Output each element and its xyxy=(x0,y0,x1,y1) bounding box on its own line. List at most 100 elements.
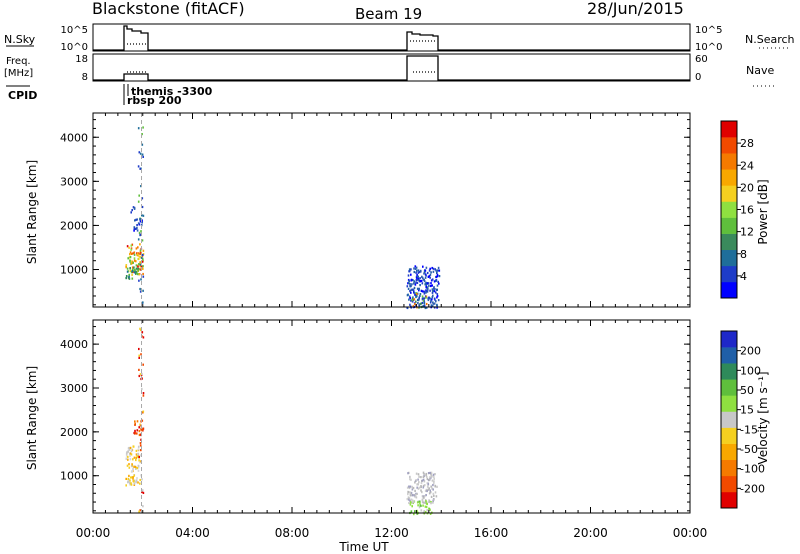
range-cell xyxy=(131,268,134,271)
range-cell xyxy=(422,496,425,499)
range-cell xyxy=(433,475,435,478)
range-cell xyxy=(428,492,431,495)
range-cell xyxy=(140,265,143,268)
range-cell xyxy=(128,275,130,278)
power-plot-area xyxy=(93,113,690,307)
range-cell xyxy=(434,298,436,301)
range-cell xyxy=(142,267,144,270)
range-cell xyxy=(130,465,133,468)
range-cell xyxy=(420,509,423,512)
range-cell xyxy=(133,479,135,482)
range-cell xyxy=(411,299,414,302)
range-cell xyxy=(436,293,439,296)
range-cell xyxy=(421,498,424,501)
range-cell xyxy=(139,220,142,223)
colorbar-swatch xyxy=(721,475,737,493)
range-cell xyxy=(128,273,130,276)
range-cell xyxy=(430,284,432,288)
power-yaxis: 1000 2000 3000 4000 xyxy=(60,113,691,307)
range-cell xyxy=(412,305,415,308)
xaxis-label: Time UT xyxy=(338,540,389,554)
range-cell xyxy=(430,485,432,488)
range-cell xyxy=(435,275,438,279)
cpid-label: CPID xyxy=(8,89,37,102)
range-cell xyxy=(406,306,408,309)
range-cell xyxy=(138,426,140,429)
colorbar-swatch xyxy=(721,185,737,202)
range-cell xyxy=(416,269,418,272)
nave-tick-top: 60 xyxy=(695,54,708,65)
xtick-label: 20:00 xyxy=(573,526,608,540)
range-cell xyxy=(412,486,415,490)
range-cell xyxy=(134,431,137,434)
range-cell xyxy=(140,438,142,441)
range-cell xyxy=(407,282,409,285)
range-cell xyxy=(423,495,426,498)
range-cell xyxy=(417,487,420,490)
range-cell xyxy=(142,394,145,397)
range-cell xyxy=(131,243,134,246)
range-cell xyxy=(431,278,434,281)
range-cell xyxy=(434,484,436,487)
range-cell xyxy=(408,295,411,298)
range-cell xyxy=(414,489,416,492)
range-cell xyxy=(414,265,417,268)
range-cell xyxy=(430,282,432,285)
range-cell xyxy=(136,467,139,470)
nsky-frame xyxy=(92,23,691,52)
range-cell xyxy=(128,277,131,280)
range-cell xyxy=(132,476,134,479)
range-cell xyxy=(125,275,128,278)
range-cell xyxy=(128,448,131,451)
range-cell xyxy=(413,494,416,497)
range-cell xyxy=(429,301,432,304)
range-cell xyxy=(423,290,425,293)
range-cell xyxy=(419,284,421,287)
range-cell xyxy=(141,133,143,136)
cpid-annotation-1: themis -3300 xyxy=(131,85,213,98)
nsearch-tick-bottom: 10^0 xyxy=(695,42,722,53)
beam-label: Beam 19 xyxy=(355,5,422,23)
range-cell xyxy=(418,475,420,478)
range-cell xyxy=(410,291,412,294)
range-cell xyxy=(419,303,421,306)
range-cell xyxy=(136,429,139,432)
colorbar-tick-label: 28 xyxy=(740,137,754,150)
range-cell xyxy=(137,200,140,203)
range-cell xyxy=(129,256,132,259)
nsky-tick-top: 10^5 xyxy=(61,25,88,36)
velocity-ylabel: Slant Range [km] xyxy=(25,366,39,470)
range-cell xyxy=(415,496,418,499)
range-cell xyxy=(426,282,428,285)
range-cell xyxy=(438,269,441,272)
range-cell xyxy=(139,327,141,330)
freq-tick-bottom: 8 xyxy=(82,72,88,83)
range-cell xyxy=(138,356,140,359)
range-cell xyxy=(416,512,418,515)
range-cell xyxy=(135,218,137,221)
range-cell xyxy=(141,429,144,432)
range-cell xyxy=(423,473,426,476)
range-cell xyxy=(133,206,136,209)
range-cell xyxy=(431,479,434,482)
range-cell xyxy=(408,268,411,271)
range-cell xyxy=(430,502,432,505)
range-cell xyxy=(130,262,133,265)
range-cell xyxy=(135,260,137,263)
range-cell xyxy=(141,239,144,242)
range-cell xyxy=(436,296,438,299)
range-cell xyxy=(419,277,421,280)
range-cell xyxy=(414,293,416,296)
range-cell xyxy=(424,489,427,492)
range-cell xyxy=(138,430,141,433)
range-cell xyxy=(416,509,418,512)
range-cell xyxy=(138,279,140,282)
range-cell xyxy=(435,495,438,498)
range-cell xyxy=(133,482,136,485)
range-cell xyxy=(415,281,417,284)
ytick-label: 3000 xyxy=(60,382,88,395)
range-cell xyxy=(415,279,418,282)
range-cell xyxy=(417,473,420,476)
range-cell xyxy=(417,483,419,486)
